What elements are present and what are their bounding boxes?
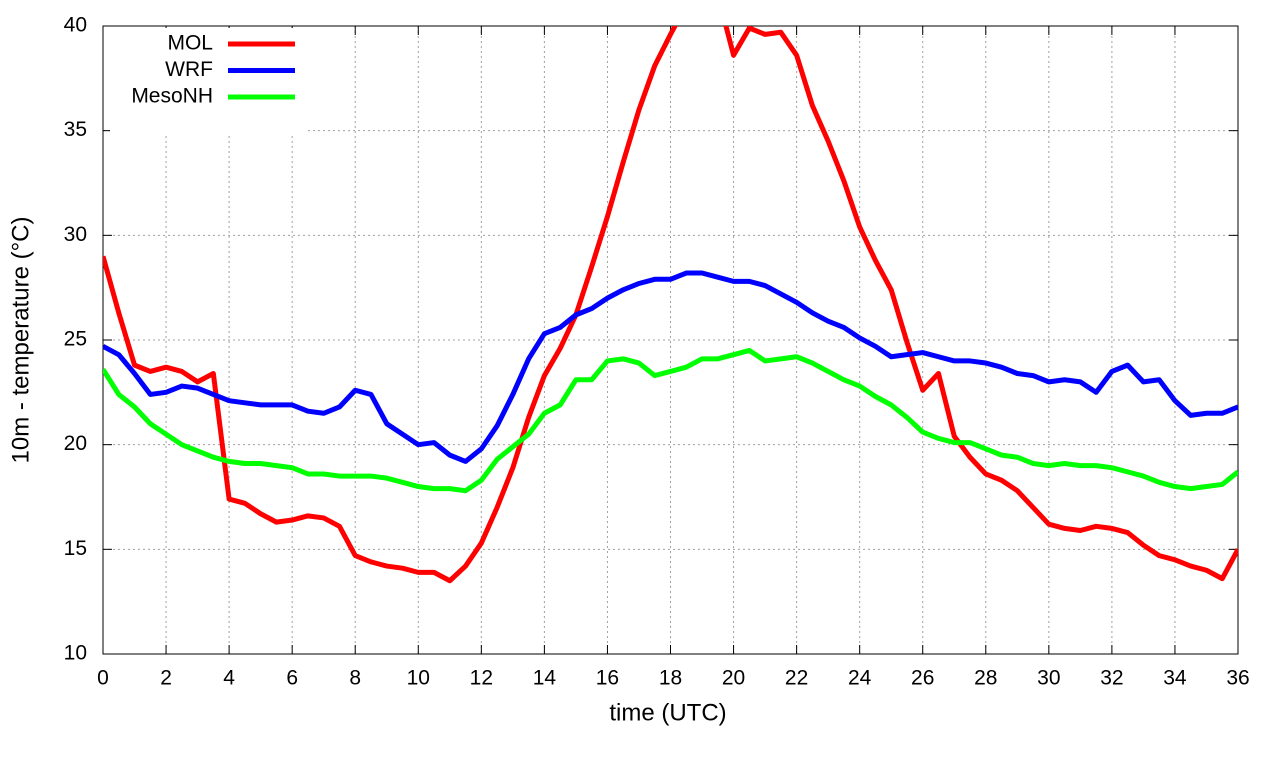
x-tick-label: 30 xyxy=(1037,667,1060,690)
y-axis-title: 10m - temperature (°C) xyxy=(7,217,34,464)
x-tick-label: 32 xyxy=(1100,667,1123,690)
x-tick-label: 22 xyxy=(785,667,808,690)
legend-label: MesoNH xyxy=(131,85,213,108)
x-tick-label: 6 xyxy=(286,667,298,690)
x-tick-label: 26 xyxy=(911,667,934,690)
x-axis-title: time (UTC) xyxy=(609,699,726,726)
y-tick-label: 35 xyxy=(64,118,87,141)
y-tick-label: 10 xyxy=(64,642,87,665)
x-tick-label: 36 xyxy=(1226,667,1249,690)
y-tick-label: 15 xyxy=(64,537,87,560)
plot-frame xyxy=(102,25,1239,655)
x-tick-label: 8 xyxy=(349,667,361,690)
x-tick-label: 0 xyxy=(97,667,109,690)
x-tick-label: 28 xyxy=(974,667,997,690)
legend-label: WRF xyxy=(165,58,213,81)
x-tick-label: 2 xyxy=(160,667,172,690)
line-series xyxy=(103,26,1238,584)
plot-area xyxy=(103,26,1238,584)
x-tick-label: 12 xyxy=(470,667,493,690)
y-tick-label: 30 xyxy=(64,223,87,246)
line-series xyxy=(103,270,1238,464)
x-tick-label: 16 xyxy=(596,667,619,690)
x-tick-label: 18 xyxy=(659,667,682,690)
line-series xyxy=(103,347,1238,494)
x-tick-label: 24 xyxy=(848,667,872,690)
x-tick-label: 14 xyxy=(533,667,557,690)
x-tick-label: 20 xyxy=(722,667,745,690)
x-tick-label: 34 xyxy=(1163,667,1187,690)
legend-label: MOL xyxy=(167,32,213,55)
y-tick-label: 25 xyxy=(64,328,87,351)
y-tick-label: 20 xyxy=(64,432,87,455)
y-tick-label: 40 xyxy=(64,14,87,37)
x-tick-label: 4 xyxy=(223,667,235,690)
x-tick-label: 10 xyxy=(407,667,430,690)
